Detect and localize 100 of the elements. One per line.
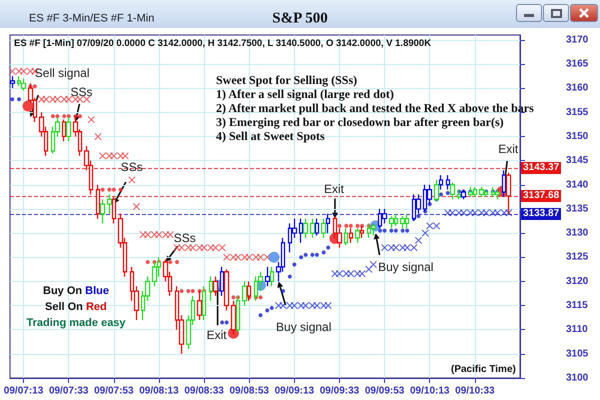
point [54, 96, 61, 103]
x-tick-label: 09/07:33 [48, 386, 89, 396]
point [292, 262, 296, 266]
x-tick-label: 09/07:13 [4, 386, 44, 396]
point [326, 246, 330, 250]
point [88, 116, 95, 124]
x-tick-label: 09/08:13 [139, 386, 180, 396]
point [174, 260, 179, 264]
point [471, 209, 478, 216]
candlestick [382, 208, 388, 224]
y-tick-label: 3130 [566, 228, 589, 239]
y-tick-label: 3100 [566, 372, 589, 384]
point [313, 302, 320, 310]
point [258, 295, 262, 300]
point [118, 188, 123, 192]
point [265, 308, 270, 312]
candlestick [320, 218, 326, 238]
annotation: Exit [206, 328, 227, 342]
point [73, 114, 78, 118]
annotation: Exit [498, 142, 518, 156]
point [281, 289, 286, 294]
point [122, 152, 129, 160]
point [155, 231, 162, 238]
point [224, 320, 229, 324]
point [78, 114, 82, 118]
candlestick [354, 228, 360, 244]
point [62, 114, 66, 118]
chart-subtitle: ES #F 3-Min/ES #F 1-Min [29, 12, 154, 24]
annotation: 3) Emerging red bar or closedown bar after green bar(s) [216, 115, 504, 130]
point [190, 289, 195, 294]
ref-line-label: 3133.87 [521, 208, 562, 220]
point [17, 97, 22, 102]
point [180, 289, 184, 294]
point [310, 252, 314, 257]
ref-line-label: 3143.37 [521, 162, 562, 174]
point [10, 97, 14, 102]
candlestick [10, 75, 16, 89]
point [344, 224, 348, 228]
point [322, 250, 326, 254]
x-tick-label: 09/10:33 [455, 386, 496, 396]
y-tick-label: 3160 [566, 82, 589, 94]
point [370, 260, 377, 268]
point [381, 244, 388, 252]
point [337, 224, 342, 228]
point [270, 306, 274, 310]
annotation: Buy On Blue [43, 285, 110, 297]
x-tick-label: 09/10:13 [410, 386, 450, 396]
point [200, 244, 208, 252]
point [433, 222, 440, 230]
point [389, 228, 394, 233]
point [110, 152, 118, 160]
y-tick-label: 3145 [566, 155, 589, 166]
candlestick [20, 78, 26, 92]
y-tick-label: 3140 [566, 179, 589, 190]
candlestick [242, 280, 248, 306]
point [220, 320, 224, 324]
point [258, 313, 262, 318]
point [186, 289, 190, 294]
point [189, 244, 196, 252]
point [422, 230, 429, 237]
point [20, 68, 28, 75]
x-tick-label: 09/09:53 [364, 386, 405, 396]
point [218, 244, 226, 252]
y-tick-label: 3155 [566, 106, 589, 118]
point [304, 252, 308, 257]
annotation: SSs [174, 231, 196, 246]
point [290, 302, 298, 310]
annotation: 4) Sell at Sweet Spots [216, 129, 325, 144]
annotation: ES #F [1-Min] 07/09/20 0.0000 C 3142.0000, H 3142.7500, L 3140.5000, O 3142.0000, V 1.8900K [14, 38, 432, 49]
ref-line-label: 3137.68 [521, 190, 562, 202]
annotation: Sell signal [34, 66, 90, 80]
point [168, 260, 172, 264]
point [288, 274, 292, 279]
candlestick [230, 300, 236, 336]
point [42, 96, 50, 103]
y-tick-label: 3120 [566, 276, 589, 287]
annotation: Trading made easy [26, 317, 126, 329]
x-tick-label: 09/09:13 [274, 386, 315, 396]
y-tick-label: 3170 [566, 34, 589, 46]
x-tick-label: 09/09:33 [320, 386, 360, 396]
point [410, 244, 418, 252]
annotation: Buy signal [276, 320, 332, 334]
y-tick-label: 3135 [566, 203, 589, 214]
x-tick-label: 09/08:33 [184, 386, 224, 396]
point [356, 224, 360, 228]
y-tick-label: 3165 [566, 58, 589, 70]
point [405, 228, 410, 233]
annotation: Buy signal [378, 260, 434, 274]
point [426, 222, 434, 230]
y-tick-label: 3125 [566, 252, 589, 263]
y-tick-label: 3110 [566, 324, 588, 336]
y-tick-label: 3105 [566, 348, 589, 360]
point [234, 254, 242, 261]
x-tick-label: 09/07:53 [94, 386, 134, 396]
point [178, 244, 186, 252]
candlestick [478, 186, 484, 198]
point [32, 84, 37, 88]
point [302, 302, 310, 310]
point [50, 114, 55, 118]
point [66, 114, 71, 118]
